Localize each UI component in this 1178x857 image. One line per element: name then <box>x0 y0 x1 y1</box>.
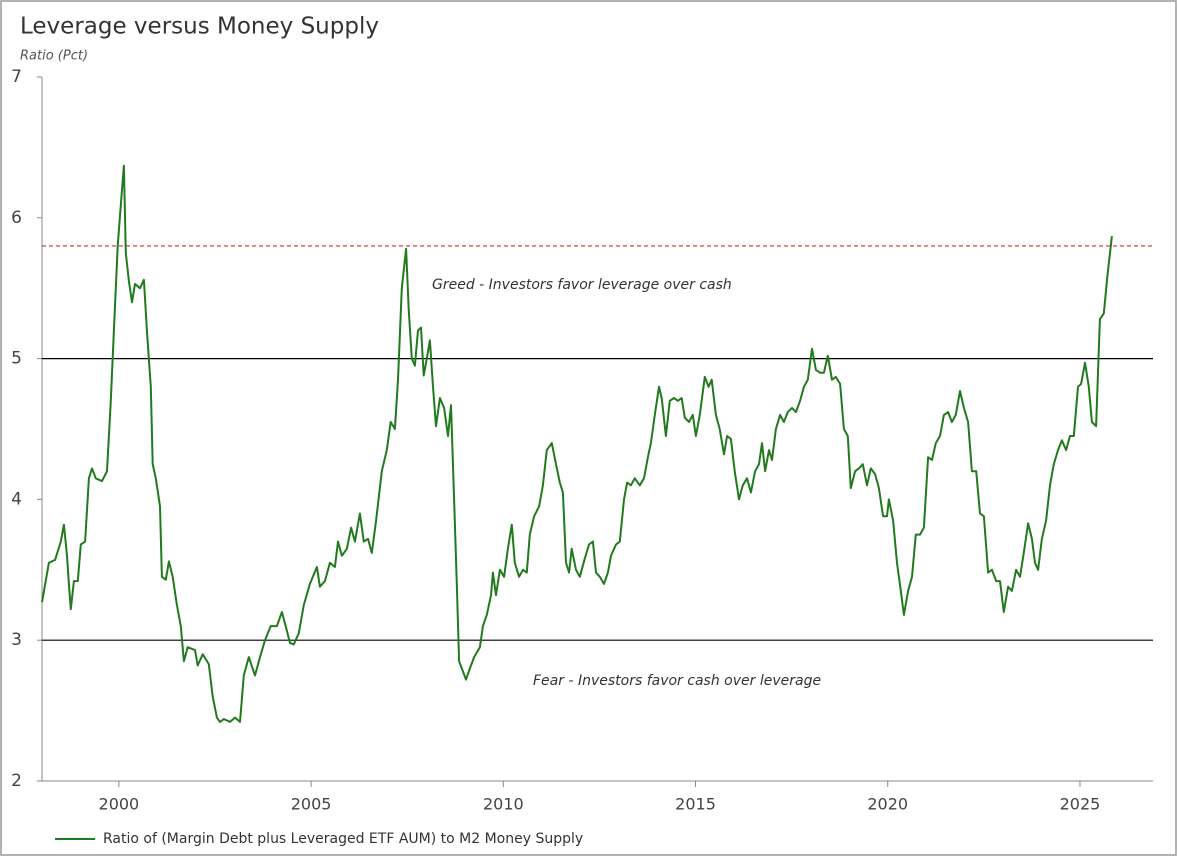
x-tick-label: 2020 <box>867 795 908 814</box>
x-tick-label: 2005 <box>291 795 332 814</box>
chart-title: Leverage versus Money Supply <box>20 14 379 40</box>
x-tick-label: 2015 <box>675 795 716 814</box>
y-tick-label: 5 <box>11 349 22 369</box>
y-tick-label: 7 <box>11 67 22 87</box>
x-tick-label: 2010 <box>483 795 524 814</box>
annotation: Greed - Investors favor leverage over ca… <box>432 277 732 293</box>
y-axis-label: Ratio (Pct) <box>20 49 88 64</box>
annotation: Fear - Investors favor cash over leverag… <box>533 673 821 689</box>
y-tick-label: 3 <box>11 630 22 650</box>
y-tick-label: 6 <box>11 208 22 228</box>
legend-label: Ratio of (Margin Debt plus Leveraged ETF… <box>103 831 583 847</box>
data-line <box>41 164 1113 723</box>
y-tick-label: 4 <box>11 489 22 509</box>
x-tick-label: 2000 <box>99 795 140 814</box>
x-tick-label: 2025 <box>1060 795 1101 814</box>
y-tick-label: 2 <box>11 771 22 791</box>
